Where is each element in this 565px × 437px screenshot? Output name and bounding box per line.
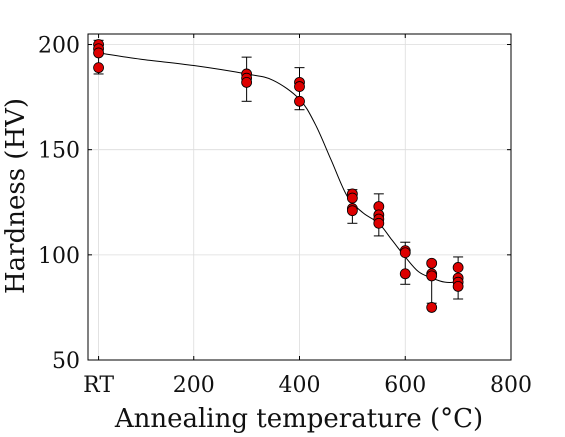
x-tick-label: 800 [490, 373, 532, 398]
x-tick-label: 600 [384, 373, 426, 398]
y-tick-label: 100 [38, 244, 80, 269]
axis-ticks [88, 34, 512, 361]
x-axis-label: Annealing temperature (°C) [114, 404, 483, 434]
x-tick-label: 400 [279, 373, 321, 398]
data-point [399, 268, 411, 280]
data-point [346, 192, 358, 204]
x-tick-label: RT [83, 373, 114, 398]
data-point [93, 62, 104, 74]
x-axis-tick-labels: RT 200 400 600 800 [83, 373, 532, 398]
data-point [426, 302, 438, 313]
y-tick-label: 200 [38, 34, 80, 59]
data-point [93, 47, 104, 59]
data-point [399, 247, 411, 259]
data-point [452, 262, 464, 273]
trend-line [98, 52, 459, 283]
data-point [294, 81, 305, 92]
data-point [426, 270, 438, 282]
y-axis-tick-labels: 50 100 150 200 [38, 34, 80, 374]
x-tick-label: 200 [173, 373, 215, 398]
error-bars [93, 39, 464, 304]
data-point [452, 280, 464, 292]
data-point [346, 205, 358, 217]
data-point [241, 76, 253, 88]
y-axis-label: Hardness (HV) [1, 98, 31, 294]
y-tick-label: 150 [38, 139, 80, 164]
data-points [93, 39, 464, 313]
data-point [373, 217, 385, 229]
data-point [294, 95, 305, 107]
y-tick-label: 50 [52, 349, 80, 374]
data-point [426, 257, 438, 269]
